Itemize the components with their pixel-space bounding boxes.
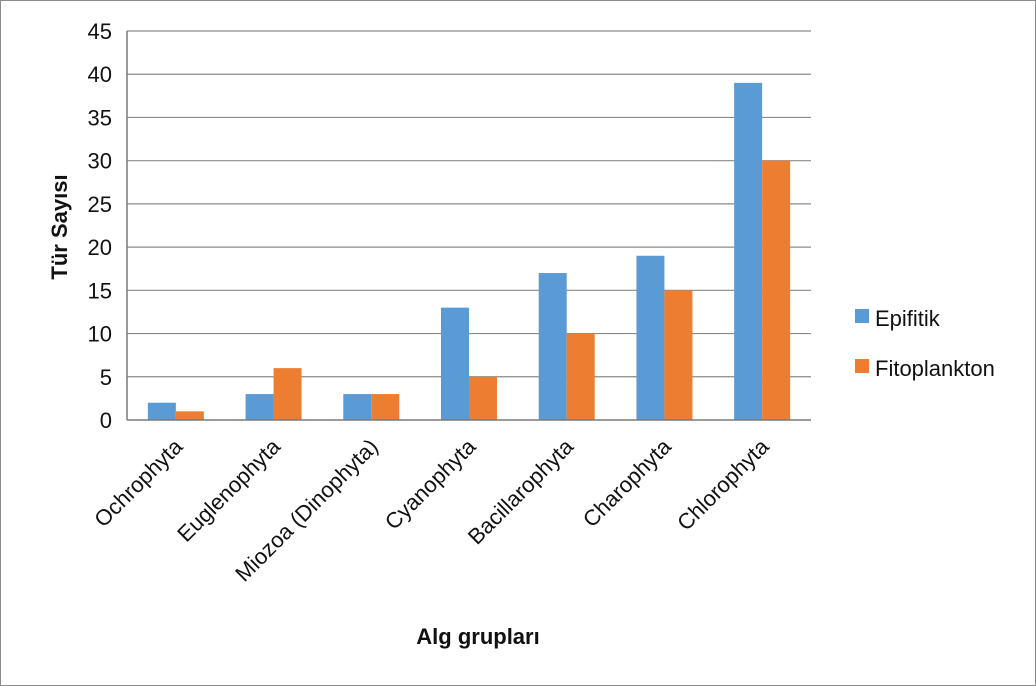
bar-fitoplankton-charophyta xyxy=(664,290,693,420)
bar-fitoplankton-miozoa-dinophyta xyxy=(371,394,400,420)
bar-epifitik-euglenophyta xyxy=(245,394,274,420)
bar-fitoplankton-cyanophyta xyxy=(469,376,497,420)
y-tick-label-45: 45 xyxy=(88,19,112,44)
x-tick-label-5: Charophyta xyxy=(578,433,677,532)
legend-swatch-epifitik xyxy=(855,309,869,323)
bar-epifitik-charophyta xyxy=(636,255,665,420)
bar-epifitik-cyanophyta xyxy=(441,307,469,420)
legend-label-fitoplankton: Fitoplankton xyxy=(875,356,995,381)
bar-fitoplankton-bacillarophyta xyxy=(566,333,595,420)
x-tick-label-4: Bacillarophyta xyxy=(463,433,579,549)
y-tick-label-20: 20 xyxy=(88,235,112,260)
x-tick-label-6: Chlorophyta xyxy=(672,433,774,535)
x-tick-label-3: Cyanophyta xyxy=(380,433,481,534)
legend: Epifitik Fitoplankton xyxy=(855,306,995,381)
bar-epifitik-miozoa-dinophyta xyxy=(343,394,372,420)
bar-fitoplankton-euglenophyta xyxy=(273,368,302,420)
y-axis-title: Tür Sayısı xyxy=(47,174,72,279)
y-tick-labels: 0 5 10 15 20 25 30 35 40 45 xyxy=(88,19,112,433)
bar-fitoplankton-ochrophyta xyxy=(175,411,204,420)
y-tick-label-15: 15 xyxy=(88,278,112,303)
y-tick-label-40: 40 xyxy=(88,62,112,87)
y-tick-label-5: 5 xyxy=(100,365,112,390)
legend-swatch-fitoplankton xyxy=(855,359,869,373)
y-tick-label-35: 35 xyxy=(88,105,112,130)
bar-fitoplankton-chlorophyta xyxy=(762,160,791,420)
bar-epifitik-bacillarophyta xyxy=(538,273,567,420)
bar-epifitik-chlorophyta xyxy=(734,82,763,420)
y-tick-label-10: 10 xyxy=(88,322,112,347)
y-tick-label-25: 25 xyxy=(88,192,112,217)
y-tick-label-30: 30 xyxy=(88,149,112,174)
bar-epifitik-ochrophyta xyxy=(147,402,176,420)
gridlines xyxy=(127,30,811,378)
x-axis-title: Alg grupları xyxy=(416,624,539,649)
y-tick-label-0: 0 xyxy=(100,408,112,433)
axes xyxy=(126,31,811,421)
legend-label-epifitik: Epifitik xyxy=(875,306,941,331)
bars xyxy=(147,82,791,420)
x-tick-label-0: Ochrophyta xyxy=(89,433,188,532)
